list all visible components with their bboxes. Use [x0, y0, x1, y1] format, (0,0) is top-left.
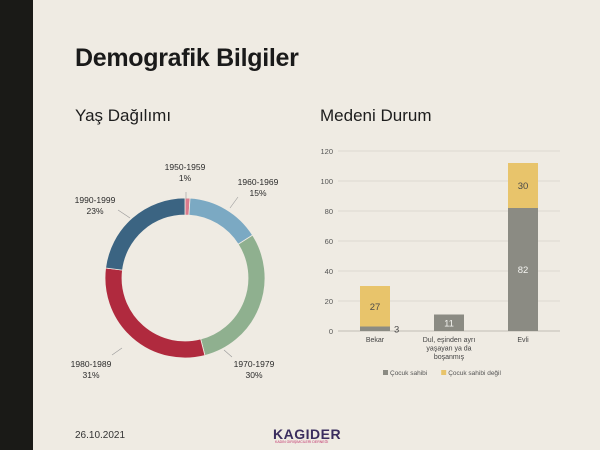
x-category-label: Dul, eşinden ayrı — [423, 337, 476, 344]
donut-pct-label: 1% — [179, 173, 192, 183]
x-category-label: boşanmış — [434, 354, 465, 361]
donut-pct-label: 23% — [86, 206, 103, 216]
bar-chart-title: Medeni Durum — [320, 106, 432, 125]
legend-swatch — [441, 370, 447, 375]
y-tick-label: 120 — [320, 147, 333, 156]
donut-label: 1960-1969 — [238, 177, 279, 187]
slide-date: 26.10.2021 — [75, 430, 126, 441]
y-tick-label: 60 — [325, 237, 333, 246]
y-tick-label: 100 — [320, 177, 333, 186]
y-tick-label: 20 — [325, 297, 333, 306]
donut-pct-label: 31% — [82, 370, 99, 380]
donut-leader-line — [229, 196, 239, 209]
legend-swatch — [383, 370, 388, 375]
page-title: Demografik Bilgiler — [75, 44, 299, 72]
donut-pct-label: 30% — [245, 370, 262, 380]
bar-segment — [360, 286, 390, 327]
donut-leader-line — [117, 209, 131, 219]
legend-label: Çocuk sahibi değil — [448, 370, 501, 377]
donut-leader-line — [223, 349, 233, 358]
bar-data-label: 11 — [444, 318, 454, 329]
legend-label: Çocuk sahibi — [390, 370, 427, 377]
y-tick-label: 0 — [329, 327, 333, 336]
y-tick-label: 80 — [325, 207, 333, 216]
bar-data-label: 27 — [370, 302, 381, 313]
bar-data-label: 3 — [394, 324, 399, 335]
x-category-label: yaşayan ya da — [426, 346, 471, 353]
logo-wordmark: KAGIDER — [273, 426, 342, 442]
donut-label: 1980-1989 — [71, 359, 112, 369]
bar-data-label: 30 — [518, 181, 529, 192]
donut-slice-1990-1999 — [105, 197, 186, 271]
accent-bar — [0, 0, 33, 450]
bar-segment — [434, 314, 464, 331]
donut-label: 1950-1959 — [165, 162, 206, 172]
x-category-label: Bekar — [366, 337, 385, 344]
kagider-logo: KAGIDER KADIN GİRİŞİMCİLERİ DERNEĞİ — [273, 426, 341, 446]
donut-pct-label: 15% — [249, 188, 266, 198]
bar-data-label: 82 — [518, 265, 529, 276]
x-category-label: Evli — [517, 337, 529, 344]
donut-leader-line — [111, 347, 123, 356]
donut-chart-title: Yaş Dağılımı — [75, 106, 172, 125]
donut-label: 1970-1979 — [234, 359, 275, 369]
bar-segment — [508, 208, 538, 331]
logo-subtitle: KADIN GİRİŞİMCİLERİ DERNEĞİ — [275, 440, 329, 444]
donut-label: 1990-1999 — [75, 195, 116, 205]
bar-segment — [360, 326, 390, 331]
bar-segment — [508, 163, 538, 208]
y-tick-label: 40 — [325, 267, 333, 276]
